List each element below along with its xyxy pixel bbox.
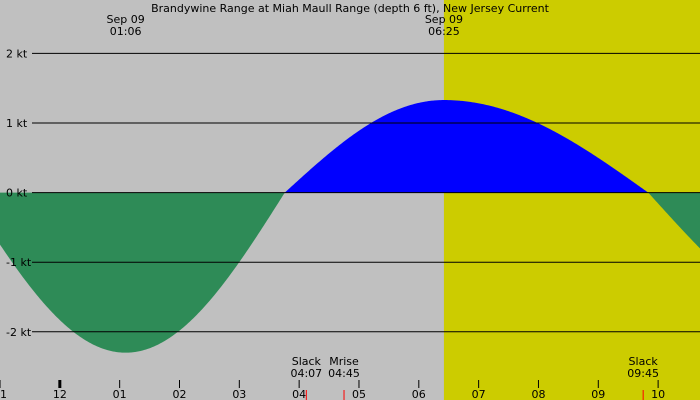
moon-event-time: 04:45 bbox=[328, 367, 360, 380]
extreme-time-label: 01:06 bbox=[110, 25, 142, 38]
moon-event-label: Mrise bbox=[329, 355, 359, 368]
x-tick-label: 08 bbox=[531, 388, 545, 400]
extreme-time-label: 06:25 bbox=[428, 25, 460, 38]
extreme-date-label: Sep 09 bbox=[107, 13, 145, 26]
slack-label: Slack bbox=[292, 355, 322, 368]
ebb-area bbox=[0, 192, 700, 353]
slack-time: 04:07 bbox=[290, 367, 322, 380]
y-axis-labels: 2 kt 1 kt 0 kt -1 kt -2 kt bbox=[6, 47, 32, 338]
y-tick-label: 0 kt bbox=[6, 187, 28, 200]
chart-title: Brandywine Range at Miah Maull Range (de… bbox=[151, 2, 550, 15]
event-labels: Slack04:07Slack09:45Slack16:05Mrise04:45… bbox=[290, 355, 659, 380]
x-tick-label: 07 bbox=[472, 388, 486, 400]
x-tick-label: 12 bbox=[53, 388, 67, 400]
x-tick-label: 10 bbox=[651, 388, 665, 400]
x-tick-label: 01 bbox=[113, 388, 127, 400]
x-tick-label: 04 bbox=[292, 388, 306, 400]
y-tick-label: -2 kt bbox=[6, 326, 32, 339]
slack-time: 09:45 bbox=[627, 367, 659, 380]
x-tick-label: 02 bbox=[172, 388, 186, 400]
x-tick-label: 11 bbox=[0, 388, 7, 400]
y-tick-label: 1 kt bbox=[6, 117, 28, 130]
x-tick-label: 05 bbox=[352, 388, 366, 400]
x-tick-label: 03 bbox=[232, 388, 246, 400]
slack-label: Slack bbox=[629, 355, 659, 368]
y-tick-label: -1 kt bbox=[6, 256, 32, 269]
y-gridlines bbox=[32, 52, 700, 333]
x-axis: 11 12 01 02 03 04 05 06 07 08 09 10 bbox=[0, 380, 665, 400]
y-tick-label: 2 kt bbox=[6, 47, 28, 60]
x-tick-label: 06 bbox=[412, 388, 426, 400]
x-tick-label: 09 bbox=[591, 388, 605, 400]
extreme-date-label: Sep 09 bbox=[425, 13, 463, 26]
